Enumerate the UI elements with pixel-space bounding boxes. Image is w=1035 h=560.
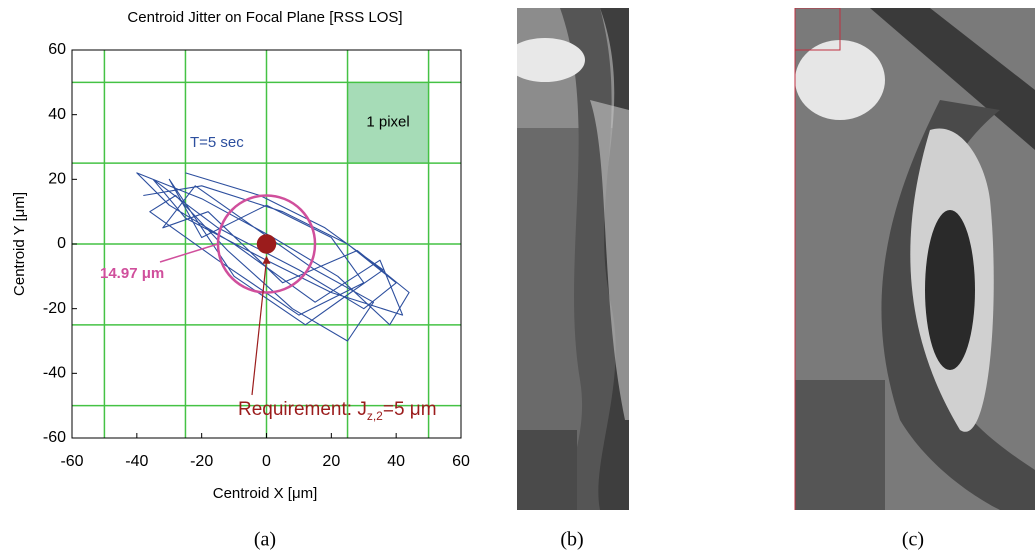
y-tick-label: 40 [48,106,66,123]
x-tick-label: -60 [60,453,83,470]
requirement-label-part: z,2 [367,409,383,423]
x-tick-label: 60 [452,453,470,470]
x-tick-label: -40 [125,453,148,470]
x-tick-label: -20 [190,453,213,470]
rms-circle [216,194,317,294]
y-tick-label: -20 [43,300,66,317]
aerial-image-c [795,8,1035,510]
requirement-label: Requirement: Jz,2=5 μm [238,399,437,423]
caption: (a) [254,529,276,551]
aerial-image-b [517,8,629,510]
requirement-arrow [251,259,268,396]
requirement-label-part: Requirement: J [238,399,367,420]
jitter-trace [136,172,410,342]
requirement-dot [256,234,277,254]
y-tick-label: -40 [43,365,66,382]
y-tick-label: 20 [48,171,66,188]
y-axis-label: Centroid Y [μm] [11,192,28,296]
chart-title: Centroid Jitter on Focal Plane [RSS LOS] [127,9,402,26]
x-tick-label: 40 [387,453,405,470]
caption: (c) [902,529,924,551]
x-tick-label: 0 [262,453,271,470]
requirement-arrowhead [262,255,271,264]
requirement-label-part: =5 μm [383,399,437,420]
x-axis-label: Centroid X [μm] [213,485,318,502]
pixel-box [347,82,429,164]
y-tick-label: 0 [57,235,66,252]
pixel-box-label: 1 pixel [366,114,409,131]
rms-arrow [159,243,219,263]
jitter-plot: Centroid Jitter on Focal Plane [RSS LOS]… [11,9,470,502]
x-tick-label: 20 [322,453,340,470]
rms-label: 14.97 μm [100,265,164,282]
y-tick-label: 60 [48,41,66,58]
y-tick-label: -60 [43,429,66,446]
caption: (b) [560,529,583,551]
legend-label: T=5 sec [190,134,244,151]
